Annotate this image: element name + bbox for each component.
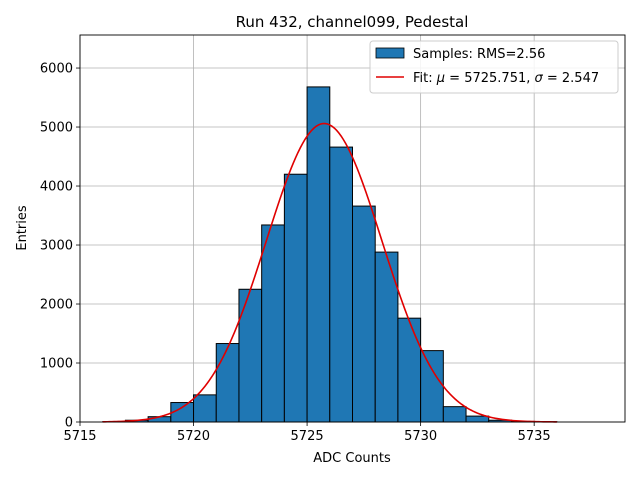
histogram-bar xyxy=(329,146,353,423)
histogram-bar xyxy=(306,86,331,423)
x-axis-ticks: 5715 5720 5725 5730 5735 xyxy=(63,422,551,444)
legend-histogram-label: Samples: RMS=2.56 xyxy=(413,47,545,62)
histogram-bar xyxy=(193,394,217,423)
chart-title: Run 432, channel099, Pedestal xyxy=(236,13,469,31)
histogram-bar xyxy=(442,406,467,423)
y-axis-label: Entries xyxy=(15,205,30,251)
y-tick-label: 5000 xyxy=(40,121,73,136)
x-axis-label: ADC Counts xyxy=(313,451,391,466)
fit-curve xyxy=(102,122,557,423)
histogram-bar xyxy=(465,415,490,423)
histogram-bar xyxy=(238,288,263,423)
histogram-bar xyxy=(283,173,308,423)
plot-frame xyxy=(79,34,626,423)
legend-fit-label: Fit: μ = 5725.751, σ = 2.547 xyxy=(413,71,599,86)
y-axis-ticks: 0 1000 2000 3000 4000 5000 6000 xyxy=(40,62,80,431)
y-tick-label: 0 xyxy=(65,416,73,431)
legend-box xyxy=(369,40,619,94)
histogram-bar xyxy=(261,224,285,423)
y-tick-label: 2000 xyxy=(40,298,73,313)
histogram-bar xyxy=(215,343,240,423)
histogram-bar xyxy=(352,205,376,423)
x-tick-label: 5735 xyxy=(518,429,551,444)
histogram-bar xyxy=(420,350,444,423)
y-tick-label: 3000 xyxy=(40,239,73,254)
y-tick-label: 1000 xyxy=(40,357,73,372)
legend-histogram-swatch xyxy=(375,47,405,59)
y-tick-label: 4000 xyxy=(40,180,73,195)
histogram-bar xyxy=(397,317,422,423)
x-tick-label: 5725 xyxy=(291,429,324,444)
x-tick-label: 5715 xyxy=(63,429,96,444)
y-tick-label: 6000 xyxy=(40,62,73,77)
legend: Samples: RMS=2.56 Fit: μ = 5725.751, σ =… xyxy=(369,40,619,94)
x-tick-label: 5720 xyxy=(177,429,210,444)
x-tick-label: 5730 xyxy=(404,429,437,444)
